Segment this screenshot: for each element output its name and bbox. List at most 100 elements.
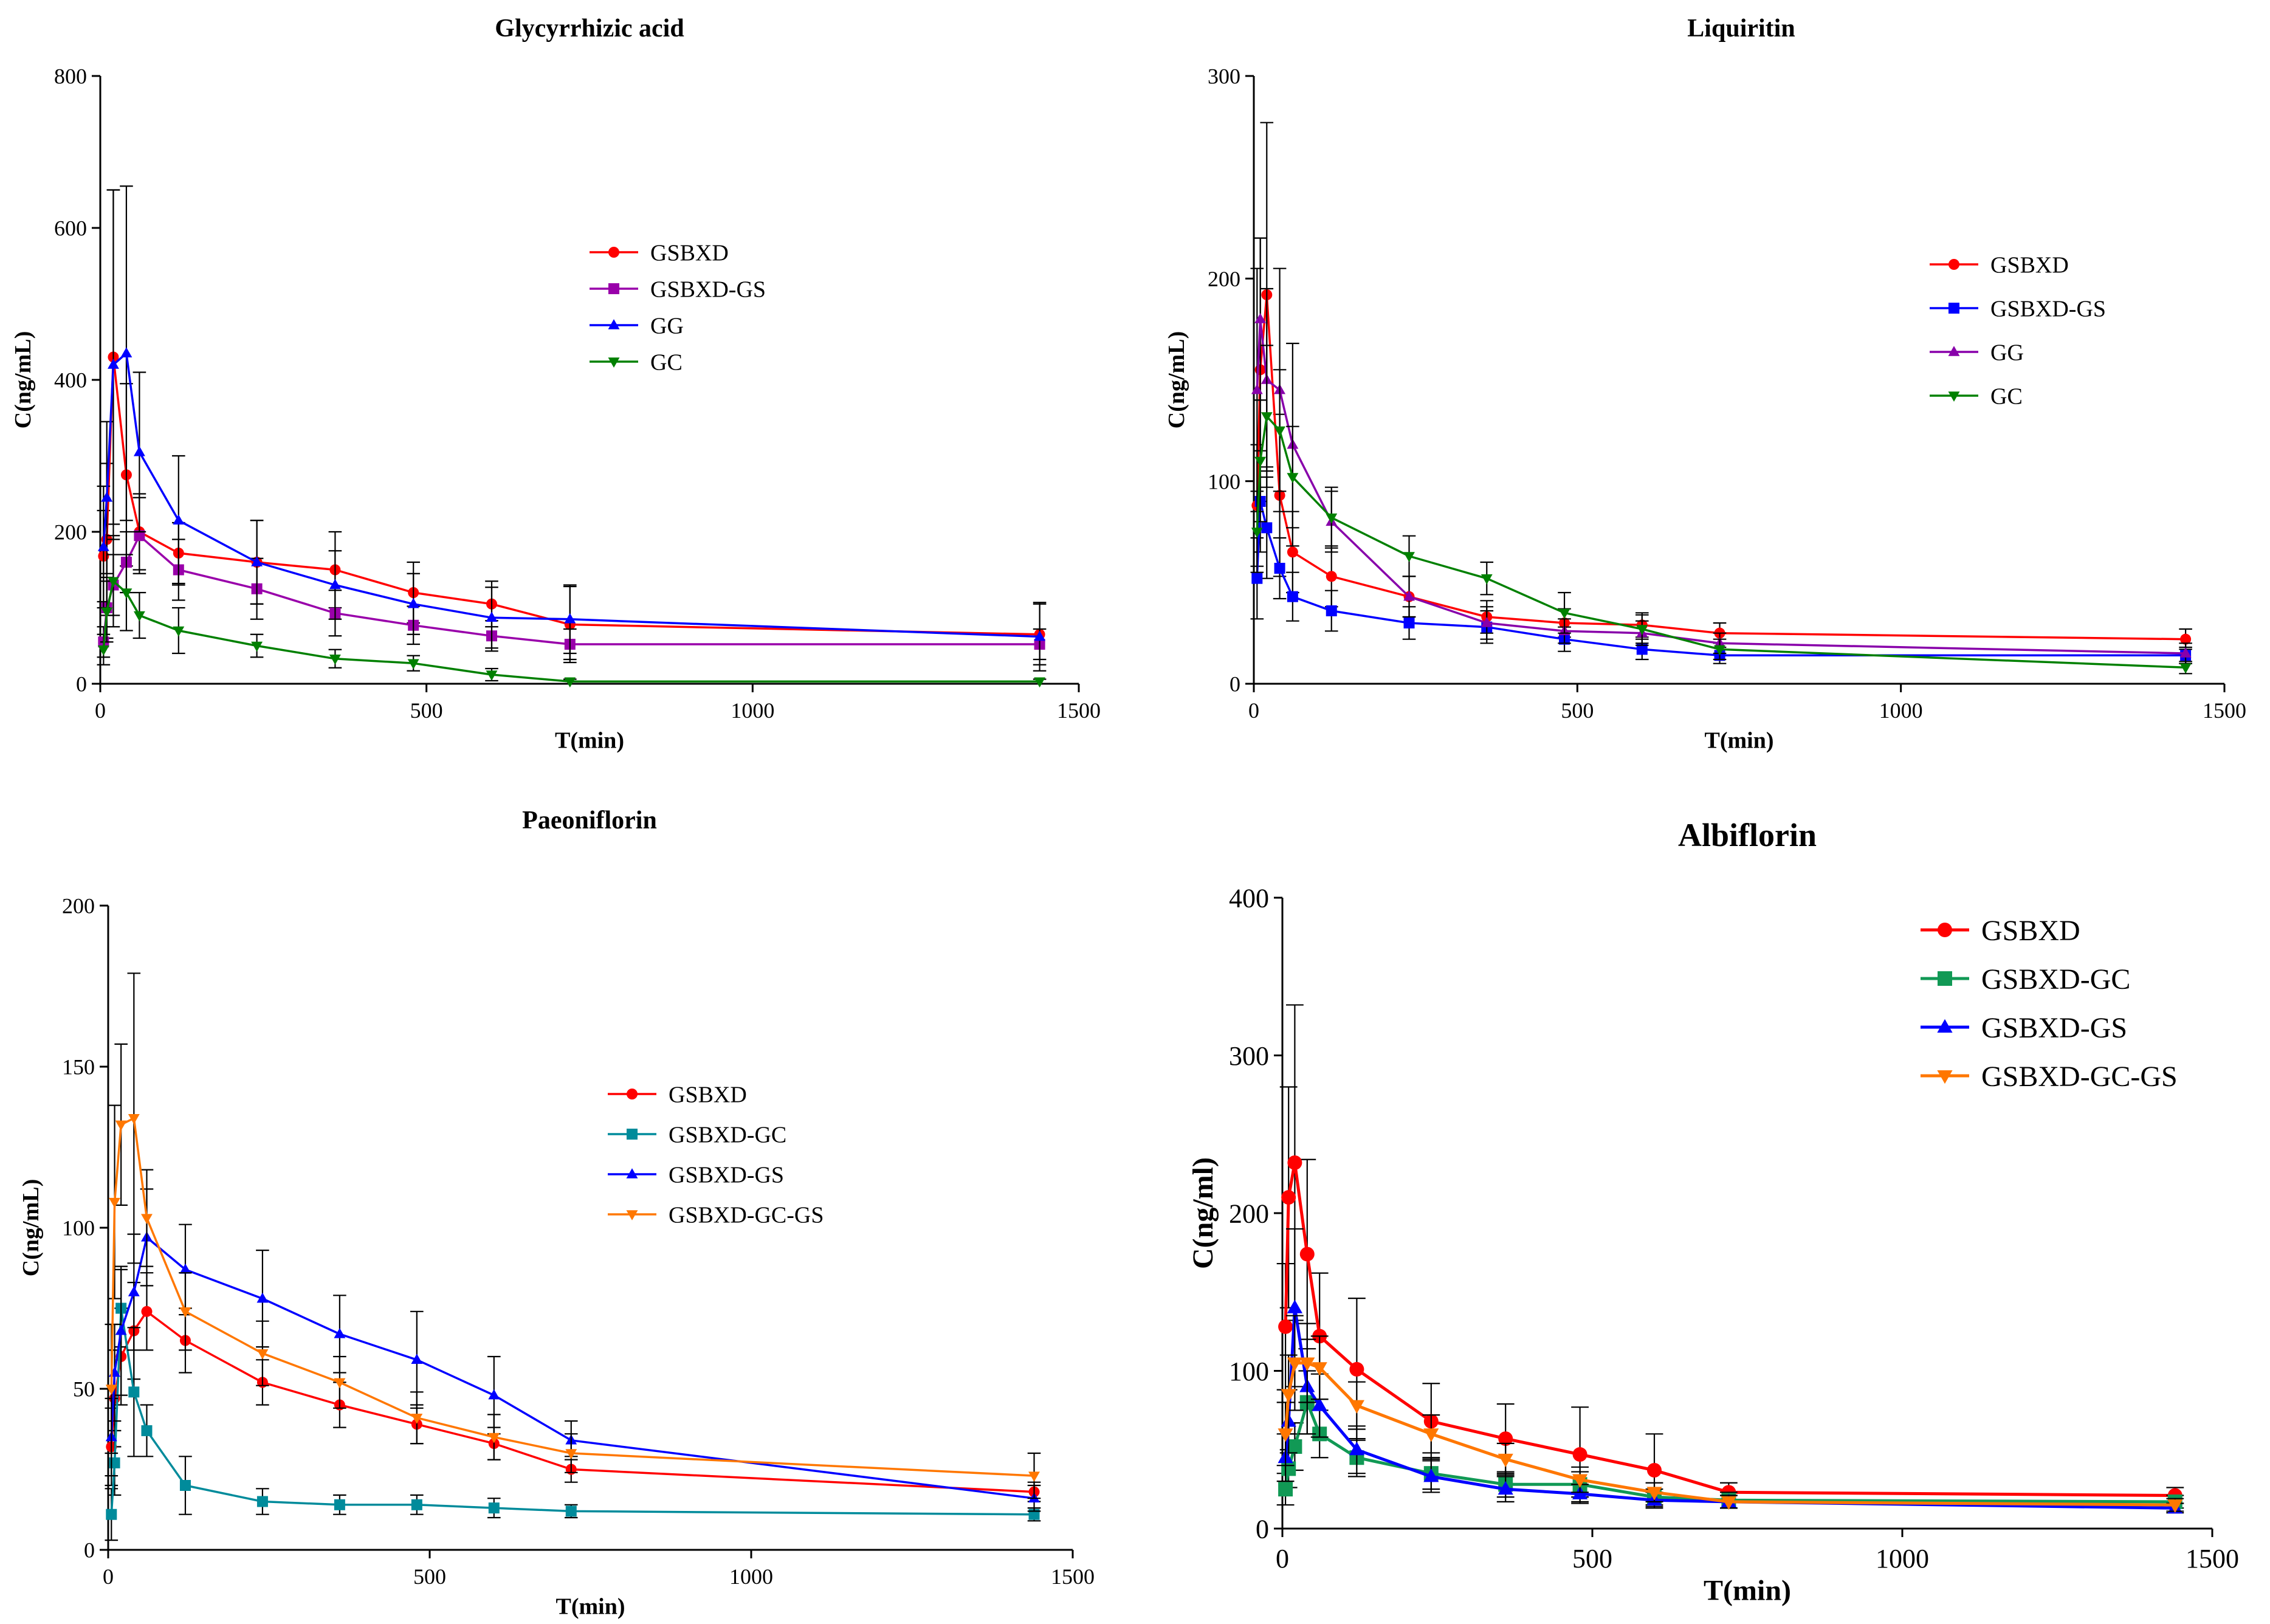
data-point [2179, 647, 2192, 658]
data-point [564, 677, 576, 688]
data-point [1312, 1397, 1327, 1411]
data-point [1403, 552, 1415, 562]
x-tick-label: 500 [410, 698, 443, 723]
legend-label: GSBXD-GC-GS [669, 1202, 824, 1228]
legend-marker [1938, 971, 1952, 986]
data-point [565, 1449, 577, 1459]
data-point [2179, 663, 2192, 674]
y-tick-label: 100 [62, 1216, 95, 1240]
data-point [256, 1349, 269, 1360]
data-point [411, 1354, 423, 1364]
chart-panel-2: Liquiritin 0 100 200 300 0 500 1000 1500 T(min) C(… [1164, 15, 2246, 754]
data-point [1281, 1389, 1296, 1403]
data-point [1498, 1431, 1513, 1447]
data-point [1498, 1481, 1513, 1495]
legend-marker [1948, 303, 1959, 314]
data-point [486, 670, 498, 681]
legend-label: GSBXD [1990, 252, 2069, 278]
y-tick-label: 150 [62, 1055, 95, 1079]
data-point [2180, 633, 2192, 645]
series-gg [97, 185, 1047, 672]
data-point [1646, 1487, 1662, 1501]
chart-panel-4: Albiflorin 0 100 200 300 400 0 500 1000 1500 T(min… [1187, 817, 2239, 1607]
data-point [334, 1328, 346, 1338]
data-point [1636, 644, 1648, 655]
data-point [1714, 645, 1726, 656]
data-point [133, 446, 145, 456]
data-point [1326, 605, 1337, 616]
data-point [486, 611, 498, 622]
data-point [97, 541, 109, 551]
data-point [128, 1386, 140, 1398]
data-point [141, 1306, 153, 1317]
legend-marker [1948, 259, 1959, 270]
data-point [334, 1499, 345, 1510]
data-point [1254, 456, 1267, 467]
data-point [1299, 1357, 1315, 1371]
x-axis-label: T(min) [556, 1594, 625, 1620]
series-gsbxd-gs [1276, 1228, 2184, 1514]
y-tick-label: 600 [54, 216, 87, 241]
data-point [407, 597, 419, 608]
data-point [173, 626, 185, 637]
y-axis-label: C(ng/mL) [18, 1179, 44, 1276]
data-point [1481, 574, 1493, 585]
data-point [334, 1378, 346, 1389]
y-tick-label: 100 [1229, 1357, 1269, 1386]
series-line [1256, 318, 2186, 655]
legend-label: GSBXD-GS [669, 1162, 784, 1188]
data-point [1721, 1496, 1736, 1510]
series-gsbxd-gs [97, 497, 1047, 661]
x-tick-label: 0 [1276, 1544, 1289, 1574]
data-point [1572, 1447, 1587, 1462]
legend-marker [1948, 391, 1960, 402]
y-tick-label: 200 [62, 894, 95, 918]
series-gc [97, 535, 1047, 688]
legend-label: GSBXD-GC [669, 1122, 786, 1147]
data-point [1251, 573, 1263, 584]
x-tick-label: 1500 [2203, 698, 2246, 723]
legend-marker [626, 1210, 638, 1220]
data-point [1261, 412, 1273, 422]
series-gsbxd-gc [105, 1268, 1041, 1541]
x-tick-label: 1500 [1051, 1564, 1095, 1589]
data-point [1287, 1299, 1302, 1313]
legend-marker [627, 1129, 638, 1140]
data-point [105, 1385, 117, 1395]
legend-item: GSBXD-GS [1921, 1012, 2127, 1044]
data-point [1349, 1442, 1364, 1456]
data-point [1278, 1319, 1293, 1334]
series-gsbxd [1250, 122, 2192, 650]
y-tick-label: 200 [1208, 267, 1240, 291]
x-tick-label: 1000 [731, 698, 774, 723]
data-point [1034, 630, 1046, 641]
legend-label: GG [650, 313, 684, 339]
series-gsbxd [97, 189, 1047, 666]
data-point [115, 1324, 127, 1335]
data-point [1281, 1190, 1296, 1205]
legend-item: GSBXD-GC [608, 1122, 786, 1147]
y-tick-label: 400 [54, 368, 87, 393]
y-axis-label: C(ng/ml) [1187, 1157, 1219, 1269]
x-tick-label: 1000 [1876, 1544, 1929, 1574]
legend-label: GC [650, 349, 683, 375]
legend-item: GSBXD-GC-GS [1921, 1061, 2178, 1093]
legend-item: GC [1930, 384, 2023, 409]
legend-marker [1937, 1019, 1953, 1033]
series-gg [1250, 237, 2192, 664]
data-point [173, 514, 185, 525]
data-point [97, 645, 109, 656]
legend-marker [626, 1168, 638, 1178]
data-point [1274, 563, 1285, 574]
data-point [1251, 528, 1263, 538]
data-point [411, 1413, 423, 1424]
series-gsbxd [1276, 1004, 2184, 1507]
data-point [109, 1197, 121, 1208]
data-point [564, 613, 576, 624]
y-tick-label: 0 [76, 672, 87, 697]
x-axis-label: T(min) [1704, 1575, 1791, 1607]
data-point [1326, 571, 1337, 582]
legend-label: GSBXD [650, 240, 729, 266]
data-point [256, 1292, 269, 1303]
series-line [102, 352, 1040, 638]
